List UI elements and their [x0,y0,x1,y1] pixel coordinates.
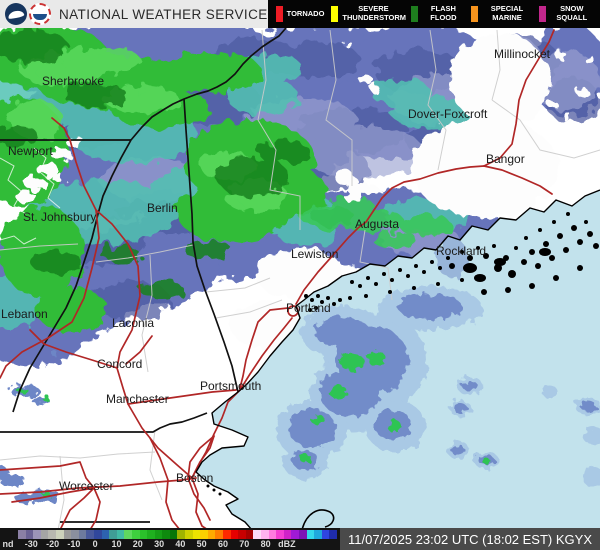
city-label: Boston [176,471,213,485]
timestamp: 11/07/2025 23:02 UTC (18:02 EST) KGYX [347,531,592,547]
legend-swatch [331,6,339,22]
legend-item-tornado: TORNADO [275,6,325,22]
noaa-logo[interactable] [5,3,27,25]
legend-item-severe-thunderstorm: SEVERE THUNDERSTORM [331,4,407,22]
colorbar-tick: 60 [217,539,229,549]
city-label: Berlin [147,201,178,215]
city-label: Lebanon [1,307,48,321]
warning-legend: TORNADO SEVERE THUNDERSTORM FLASH FLOOD SPE… [267,0,600,28]
city-label: St. Johnsbury [23,210,96,224]
county-lines-layer [0,29,600,528]
legend-label: FLASH FLOOD [430,4,457,22]
colorbar-tick: 50 [196,539,207,549]
timestamp-area: 11/07/2025 23:02 UTC (18:02 EST) KGYX [340,528,600,550]
radar-ocean-cells [0,238,600,504]
colorbar-tick: 70 [239,539,250,549]
city-label: Rockland [436,244,486,258]
colorbar-tick: 30 [154,539,165,549]
city-label: Worcester [59,479,113,493]
city-label: Portsmouth [200,379,261,393]
radar-map-viewport[interactable]: Sherbrooke Newport St. Johnsbury Berlin Mill… [0,28,600,528]
city-label: Augusta [355,217,399,231]
city-label: Lewiston [291,247,338,261]
colorbar-gradient [18,530,337,539]
legend-label: TORNADO [286,8,325,18]
city-label: Newport [8,144,53,158]
legend-label: SPECIAL MARINE [490,4,524,22]
colorbar-tick: 20 [132,539,143,549]
radar-precipitation-layer [0,28,600,366]
colorbar-tick: -30 [24,539,38,549]
legend-swatch [411,6,419,22]
city-label: Dover-Foxcroft [408,107,488,121]
header-bar: NATIONAL WEATHER SERVICE TORNADO SEVERE T… [0,0,600,28]
colorbar-tick: nd [2,539,14,549]
colorbar-ticks: nd -30 -20 -10 0 10 20 30 40 50 60 70 80 dBZ [0,539,340,550]
legend-item-flash-flood: FLASH FLOOD [411,4,464,22]
highways-layer [0,29,555,528]
city-label: Laconia [112,316,154,330]
colorbar-tick: -10 [67,539,81,549]
legend-swatch [538,6,546,22]
city-label: Portland [286,301,331,315]
colorbar-tick: 40 [175,539,186,549]
legend-label: SNOW SQUALL [556,4,588,22]
status-bar: nd -30 -20 -10 0 10 20 30 40 50 60 70 80 dBZ 11/07/20… [0,528,600,550]
colorbar-tick: 0 [92,539,98,549]
legend-swatch [275,6,283,22]
city-labels-layer: Sherbrooke Newport St. Johnsbury Berlin Mill… [1,47,551,493]
colorbar-tick: 10 [111,539,122,549]
legend-label: SEVERE THUNDERSTORM [342,4,407,22]
legend-item-special-marine: SPECIAL MARINE [471,4,531,22]
agency-title: NATIONAL WEATHER SERVICE [59,6,268,22]
colorbar-tick: dBZ [278,539,296,549]
colorbar-tick: 80 [260,539,271,549]
coastline-layer [195,189,600,528]
colorbar-tick: -20 [46,539,60,549]
canada-boundary-lines-layer [0,147,61,245]
radar-map: Sherbrooke Newport St. Johnsbury Berlin Mill… [0,28,600,528]
legend-swatch [471,6,479,22]
city-label: Concord [97,357,142,371]
islands [206,212,599,496]
state-borders-layer [0,28,287,523]
city-label: Manchester [106,392,169,406]
reflectivity-colorbar: nd -30 -20 -10 0 10 20 30 40 50 60 70 80 dBZ [0,528,340,550]
nws-logo[interactable] [29,3,51,25]
city-label: Sherbrooke [42,74,104,88]
legend-item-snow-squall: SNOW SQUALL [538,4,594,22]
city-label: Millinocket [494,47,551,61]
city-label: Bangor [486,152,525,166]
